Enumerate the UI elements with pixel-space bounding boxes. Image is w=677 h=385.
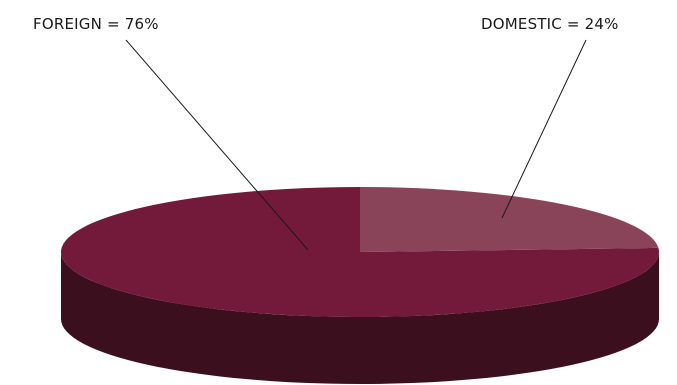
pie-side: [61, 252, 659, 384]
label-domestic: DOMESTIC = 24%: [481, 15, 619, 33]
slice-domestic: [360, 187, 659, 252]
pie-top: [60, 187, 659, 317]
slice-foreign: [60, 187, 659, 317]
leader-line-foreign: [125, 39, 309, 251]
leader-lines: [125, 39, 587, 251]
leader-line-domestic: [501, 39, 587, 219]
label-foreign: FOREIGN = 76%: [33, 15, 159, 33]
pie-side-wall: [61, 252, 659, 384]
